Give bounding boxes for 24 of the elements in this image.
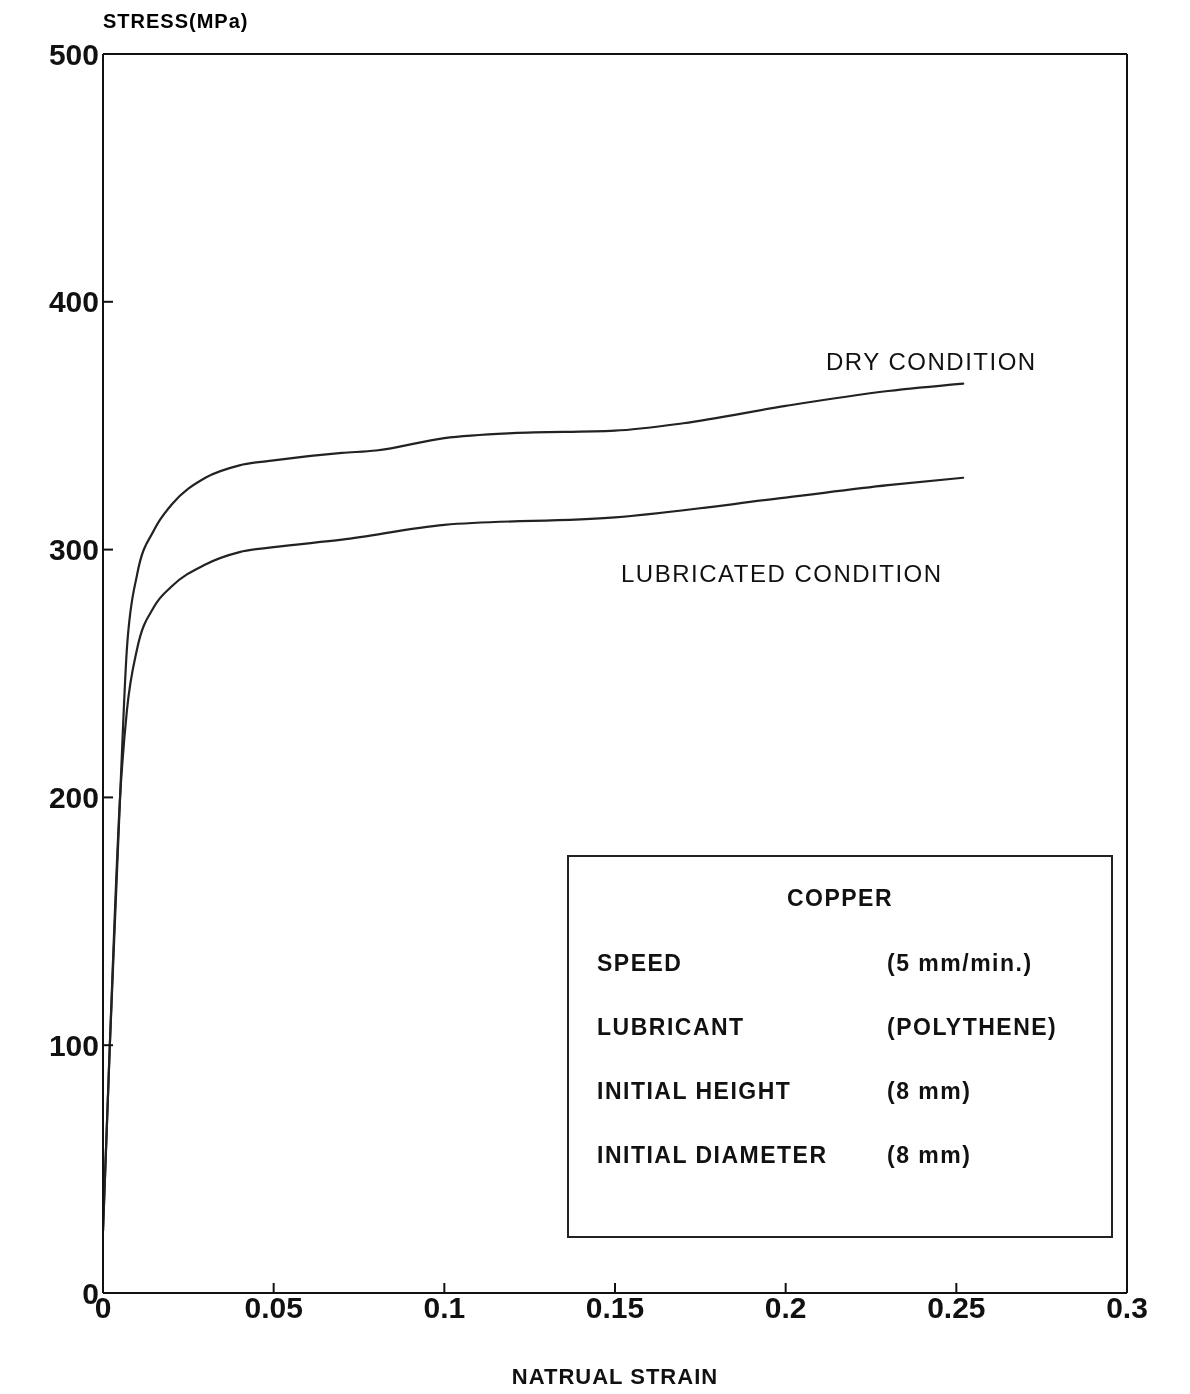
annotation: INITIAL DIAMETER xyxy=(597,1142,829,1170)
y-tick-label: 100 xyxy=(48,1028,99,1062)
annotation: (8 mm) xyxy=(887,1142,972,1170)
y-tick-label: 500 xyxy=(48,37,99,71)
y-tick-label: 300 xyxy=(48,533,99,567)
y-axis-title: STRESS(MPa) xyxy=(103,10,249,33)
annotation: DRY CONDITION xyxy=(826,348,1037,376)
annotation: INITIAL HEIGHT xyxy=(597,1078,793,1106)
annotation: LUBRICATED CONDITION xyxy=(621,560,943,588)
annotation: (POLYTHENE) xyxy=(887,1014,1058,1042)
y-tick-label: 200 xyxy=(48,781,99,815)
annotation: (8 mm) xyxy=(887,1078,972,1106)
x-tick-label: 0.3 xyxy=(1106,1291,1148,1325)
annotation: LUBRICANT xyxy=(597,1014,746,1042)
y-tick-label: 400 xyxy=(48,285,99,319)
x-tick-label: 0.2 xyxy=(764,1291,807,1325)
x-tick-label: 0.05 xyxy=(244,1291,303,1325)
x-tick-label: 0.1 xyxy=(423,1291,466,1325)
annotation: SPEED xyxy=(597,950,684,978)
x-tick-label: 0.15 xyxy=(585,1291,645,1325)
annotation: COPPER xyxy=(785,885,895,912)
x-axis-title: NATRUAL STRAIN xyxy=(511,1364,719,1389)
annotation: (5 mm/min.) xyxy=(887,950,1033,978)
x-tick-label: 0.25 xyxy=(927,1291,986,1325)
